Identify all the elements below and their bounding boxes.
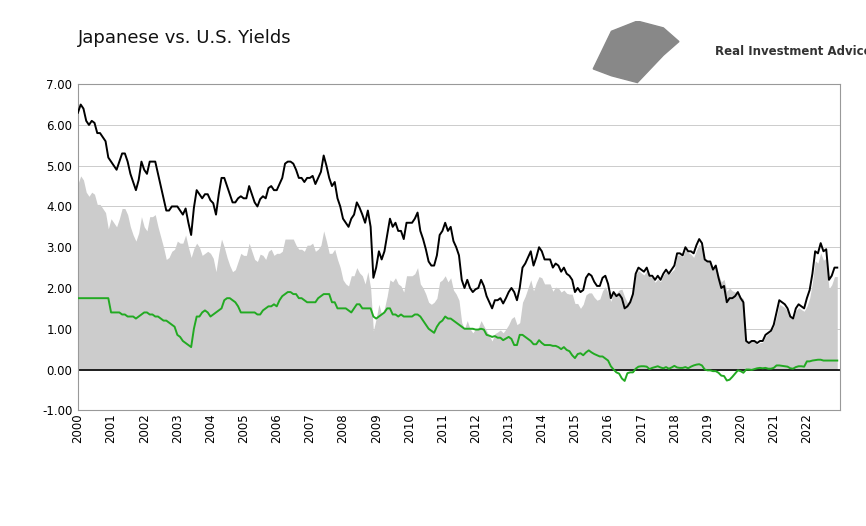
Text: Japanese vs. U.S. Yields: Japanese vs. U.S. Yields [78,29,292,47]
Text: ⛨: ⛨ [760,34,775,58]
Polygon shape [593,21,679,83]
Text: Real Investment Advice: Real Investment Advice [715,45,866,58]
